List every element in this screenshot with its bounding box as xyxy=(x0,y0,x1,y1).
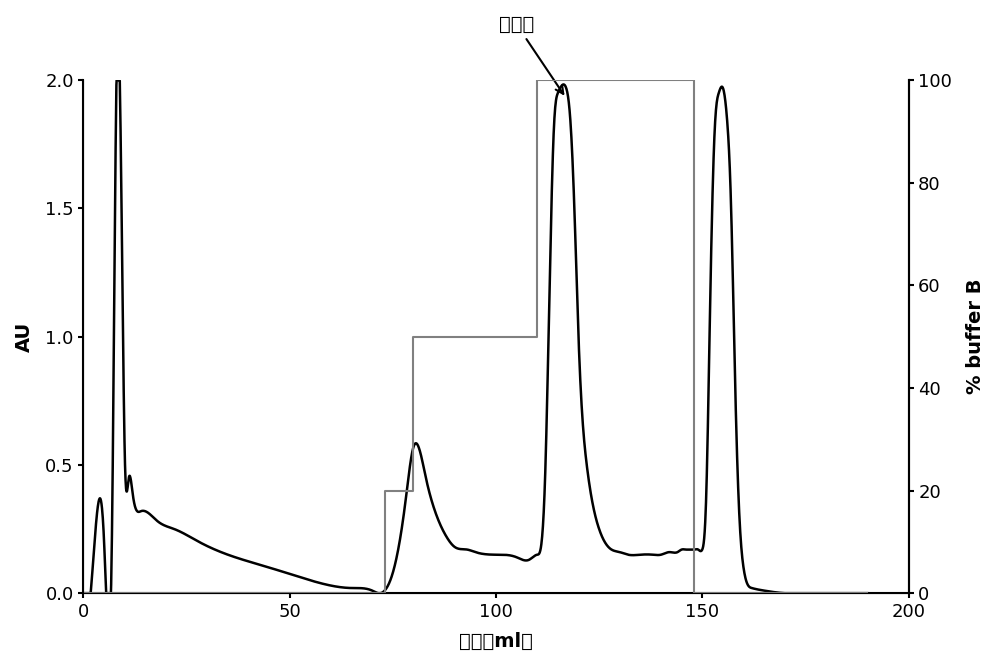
Y-axis label: % buffer B: % buffer B xyxy=(966,279,985,394)
X-axis label: 体积（ml）: 体积（ml） xyxy=(459,632,533,651)
Text: 目标峰: 目标峰 xyxy=(499,15,563,94)
Y-axis label: AU: AU xyxy=(15,322,34,352)
